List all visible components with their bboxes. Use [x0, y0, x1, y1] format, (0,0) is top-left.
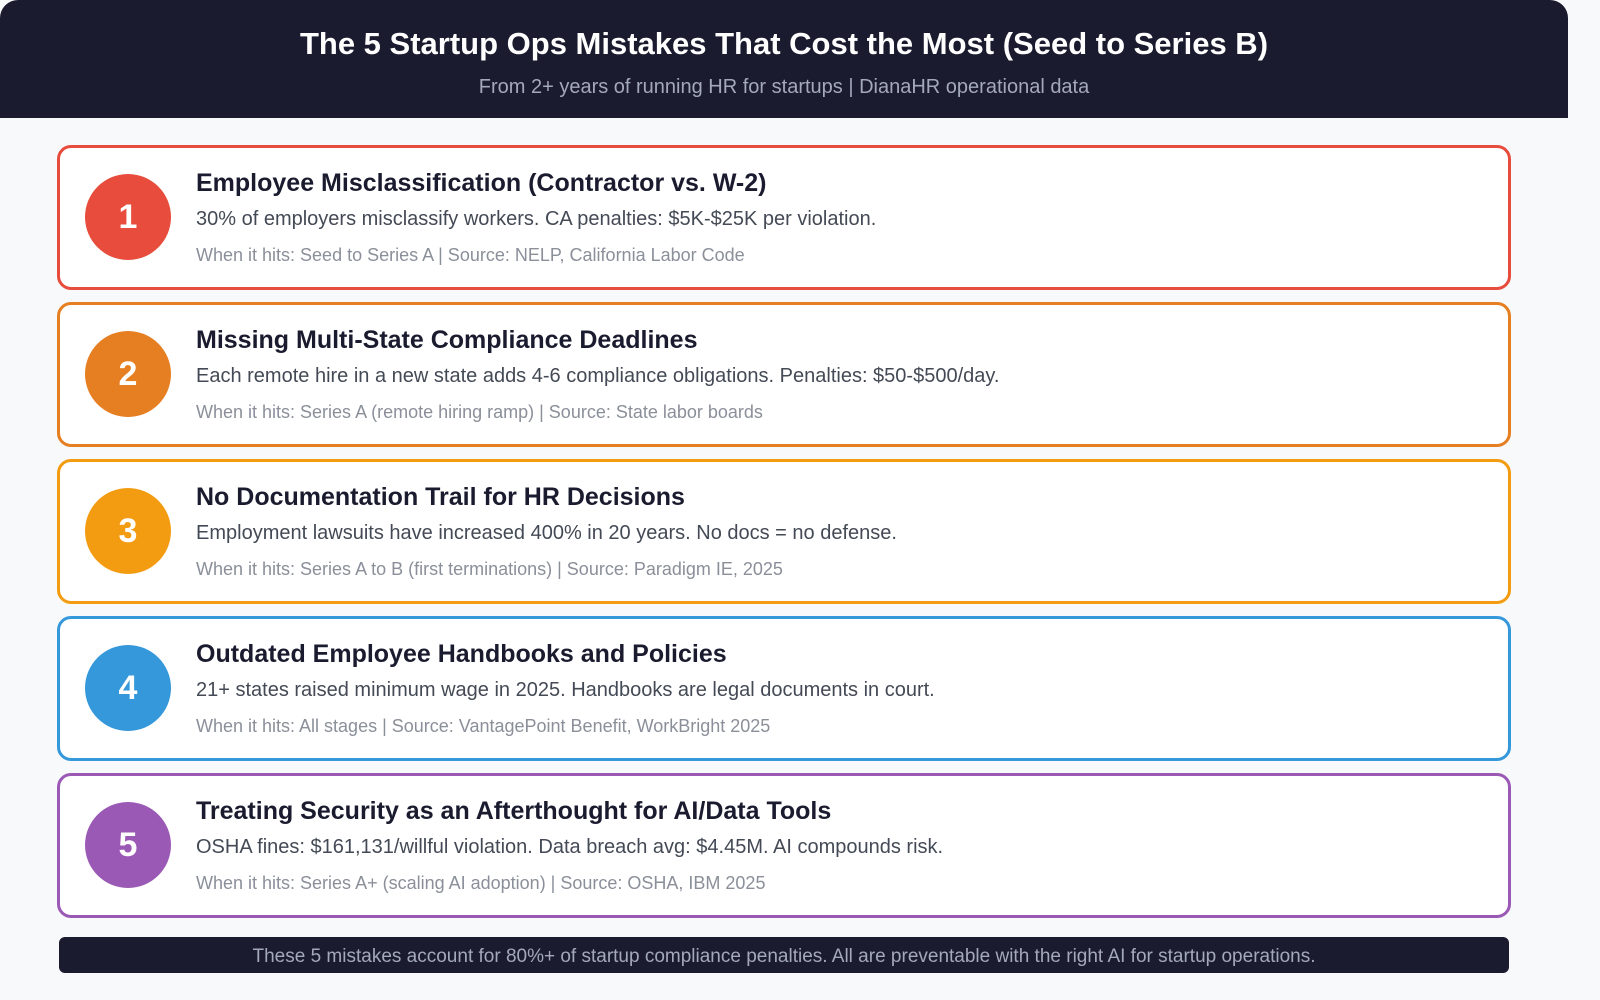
mistake-title: No Documentation Trail for HR Decisions — [196, 483, 685, 511]
mistake-meta: When it hits: Seed to Series A | Source:… — [196, 245, 745, 265]
rank-badge: 3 — [85, 488, 171, 574]
mistake-card-1: 1 Employee Misclassification (Contractor… — [57, 145, 1511, 290]
mistake-description: Employment lawsuits have increased 400% … — [196, 522, 897, 544]
mistake-card-3: 3 No Documentation Trail for HR Decision… — [57, 459, 1511, 604]
mistake-meta: When it hits: Series A to B (first termi… — [196, 559, 783, 579]
mistake-description: 21+ states raised minimum wage in 2025. … — [196, 679, 935, 701]
rank-badge: 2 — [85, 331, 171, 417]
mistake-description: Each remote hire in a new state adds 4-6… — [196, 365, 1000, 387]
mistake-title: Outdated Employee Handbooks and Policies — [196, 640, 727, 668]
mistake-description: 30% of employers misclassify workers. CA… — [196, 208, 877, 230]
rank-badge: 4 — [85, 645, 171, 731]
rank-badge: 5 — [85, 802, 171, 888]
mistake-card-5: 5 Treating Security as an Afterthought f… — [57, 773, 1511, 918]
mistake-title: Treating Security as an Afterthought for… — [196, 797, 832, 825]
rank-badge: 1 — [85, 174, 171, 260]
mistake-title: Employee Misclassification (Contractor v… — [196, 169, 767, 197]
mistake-card-2: 2 Missing Multi-State Compliance Deadlin… — [57, 302, 1511, 447]
mistake-meta: When it hits: Series A (remote hiring ra… — [196, 402, 763, 422]
footer-banner: These 5 mistakes account for 80%+ of sta… — [59, 937, 1509, 973]
page-title: The 5 Startup Ops Mistakes That Cost the… — [299, 26, 1269, 61]
page-subtitle: From 2+ years of running HR for startups… — [478, 76, 1090, 98]
mistake-title: Missing Multi-State Compliance Deadlines — [196, 326, 698, 354]
mistake-description: OSHA fines: $161,131/willful violation. … — [196, 836, 944, 858]
header-banner: The 5 Startup Ops Mistakes That Cost the… — [0, 0, 1568, 118]
mistake-meta: When it hits: All stages | Source: Vanta… — [196, 716, 771, 736]
mistake-card-4: 4 Outdated Employee Handbooks and Polici… — [57, 616, 1511, 761]
mistake-meta: When it hits: Series A+ (scaling AI adop… — [196, 873, 766, 893]
